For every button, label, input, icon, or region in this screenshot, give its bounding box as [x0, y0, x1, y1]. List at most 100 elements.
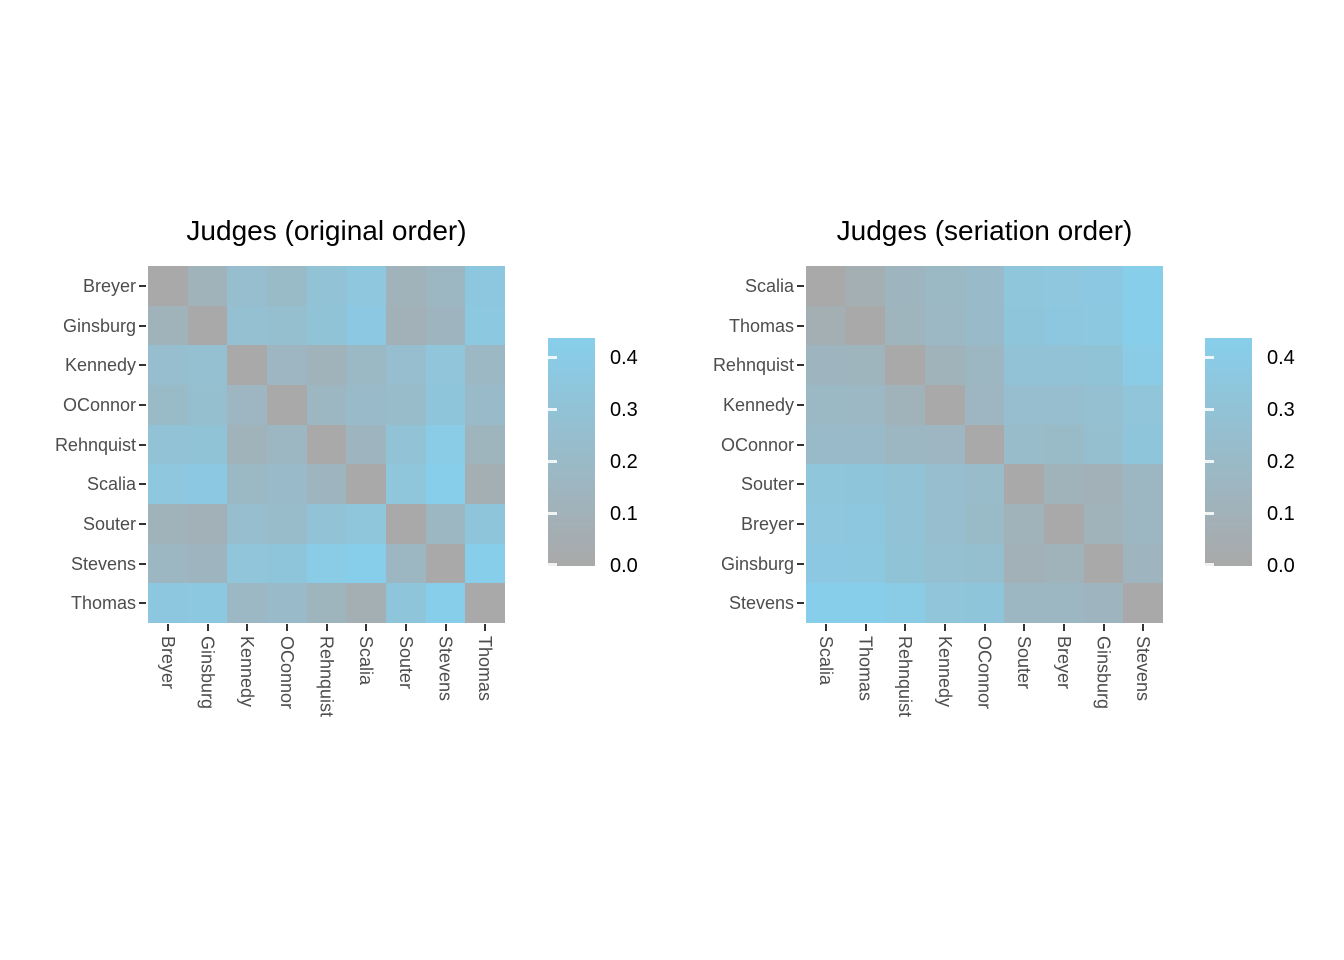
heatmap-seriation: Scalia Thomas Rehnquist Kennedy OConnor Soute… [713, 266, 1163, 717]
y-axis-label: Scalia [744, 275, 794, 296]
colorbar-tick [659, 563, 668, 566]
heatmap-cell [925, 583, 965, 623]
colorbar-tick [1205, 408, 1214, 412]
colorbar-tick-label: 0.1 [610, 502, 638, 525]
heatmap-cell [306, 266, 347, 306]
heatmap-cell [465, 266, 505, 306]
heatmap-cell [465, 583, 505, 623]
heatmap-cell [187, 424, 228, 465]
heatmap-cell [1123, 345, 1163, 385]
heatmap-cell [1004, 266, 1044, 306]
heatmap-cell [386, 266, 426, 306]
heatmap-cell [346, 424, 386, 465]
heatmap-cell [964, 345, 1005, 385]
heatmap-cell [885, 424, 925, 465]
x-axis-tick [943, 624, 946, 631]
heatmap-cell [306, 305, 347, 346]
heatmap-cell [386, 583, 426, 623]
colorbar-tick-label: 0.4 [1267, 346, 1295, 369]
heatmap-cell [465, 305, 505, 346]
heatmap-cell [306, 543, 347, 584]
heatmap-cell [465, 385, 505, 425]
heatmap-cell [806, 464, 846, 504]
heatmap-cell [346, 583, 386, 623]
y-axis-tick [139, 284, 146, 287]
heatmap-cell [845, 385, 886, 425]
y-axis-label: Breyer [82, 275, 136, 296]
x-axis-tick [824, 624, 827, 631]
x-axis-label: Thomas [475, 636, 496, 702]
heatmap-cell [148, 385, 188, 425]
x-axis-tick [1102, 624, 1105, 631]
colorbar-tick [548, 460, 557, 464]
colorbar-tick [1316, 356, 1325, 360]
heatmap-cell [1004, 424, 1044, 465]
y-axis-label: OConnor [720, 434, 794, 455]
heatmap-cell [806, 583, 846, 623]
colorbar-tick [659, 408, 668, 412]
heatmap-cell [425, 504, 466, 544]
x-axis-tick [285, 624, 288, 631]
heatmap-cell [148, 583, 188, 623]
colorbar-tick [1205, 356, 1214, 360]
heatmap-cell [1123, 583, 1163, 623]
heatmap-cell [386, 543, 426, 584]
x-axis-label: Thomas [855, 636, 876, 702]
heatmap-cell [925, 543, 965, 584]
heatmap-cell [1004, 504, 1044, 544]
y-axis-tick [139, 602, 146, 605]
heatmap-cell [227, 266, 267, 306]
panel-title-seriation: Judges (seriation order) [836, 215, 1133, 246]
heatmap-original: Breyer Ginsburg Kennedy OConnor Rehnquist Sca… [55, 266, 505, 717]
heatmap-cell [925, 464, 965, 504]
heatmap-cell [148, 464, 188, 504]
colorbar-tick-label: 0.3 [1267, 398, 1295, 421]
heatmap-cell [187, 583, 228, 623]
heatmap-cell [267, 464, 307, 504]
heatmap-cell [1083, 543, 1124, 584]
heatmap-cell [885, 305, 925, 346]
x-axis-tick [246, 624, 249, 631]
x-axis-label: Souter [1014, 636, 1035, 690]
x-axis-label: Stevens [435, 636, 456, 702]
heatmap-cell [1083, 464, 1124, 504]
heatmap-cell [964, 583, 1005, 623]
heatmap-cell [386, 464, 426, 504]
heatmap-cell [306, 464, 347, 504]
heatmap-cell [267, 266, 307, 306]
heatmap-cell [925, 424, 965, 465]
y-axis-label: Ginsburg [62, 315, 136, 336]
heatmap-cell [806, 385, 846, 425]
colorbar-legend-original: 0.4 0.3 0.2 0.1 0.0 [548, 338, 668, 588]
y-axis-tick [797, 443, 804, 446]
x-axis-label: Ginsburg [197, 636, 218, 710]
colorbar-tick [1316, 563, 1325, 566]
colorbar-gradient [548, 338, 595, 566]
heatmap-cell [148, 543, 188, 584]
heatmap-cell [1083, 583, 1124, 623]
heatmap-cell [1123, 266, 1163, 306]
heatmap-cell [267, 345, 307, 385]
x-axis-label: Souter [395, 636, 416, 690]
y-axis-tick [797, 284, 804, 287]
heatmap-cell [148, 266, 188, 306]
heatmap-cell [964, 543, 1005, 584]
x-axis-tick [404, 624, 407, 631]
heatmap-cell [885, 385, 925, 425]
heatmap-cell [885, 266, 925, 306]
y-axis-tick [139, 324, 146, 327]
heatmap-cell [227, 504, 267, 544]
heatmap-cell [1123, 464, 1163, 504]
x-axis-label: Scalia [356, 636, 377, 686]
heatmap-cell [1044, 345, 1084, 385]
heatmap-cell [386, 424, 426, 465]
x-axis-tick [983, 624, 986, 631]
heatmap-cell [346, 266, 386, 306]
heatmap-cell [465, 504, 505, 544]
x-axis-tick [904, 624, 907, 631]
colorbar-tick-label: 0.2 [610, 450, 638, 473]
heatmap-cell [964, 266, 1005, 306]
y-axis-label: Souter [740, 474, 794, 495]
colorbar-tick-label: 0.0 [1267, 555, 1295, 577]
